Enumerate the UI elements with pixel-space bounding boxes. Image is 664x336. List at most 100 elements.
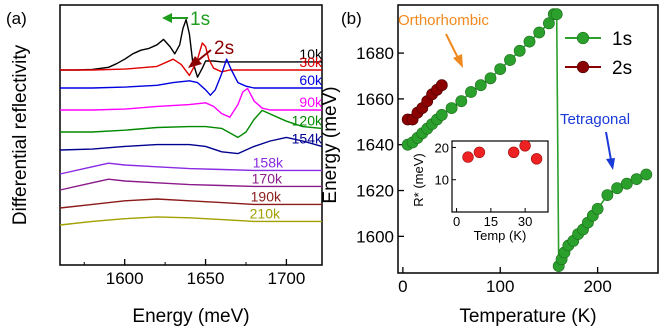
inset-x-tick-label-15: 15 (484, 214, 498, 229)
panel-b-y-tick-label-1640: 1640 (356, 136, 394, 155)
point-1s (474, 79, 487, 92)
inset-point (462, 151, 474, 163)
panel-a-y-axis-title: Differential reflectivity (10, 44, 31, 225)
inset-point (530, 153, 543, 165)
inset-points (462, 140, 543, 165)
panel-b-y-tick-label-1620: 1620 (356, 182, 394, 201)
point-1s (550, 8, 563, 21)
point-1s (630, 173, 643, 185)
legend-item-1s: 1s (565, 29, 632, 50)
series-label-90k: 90k (299, 94, 323, 110)
arrow-2s-head (188, 56, 202, 68)
series-label-210k: 210k (250, 205, 281, 221)
inset-x-tick-label-0: 0 (453, 214, 460, 229)
legend-1s-label: 1s (612, 29, 632, 50)
point-1s (620, 177, 633, 190)
point-1s (513, 44, 526, 57)
curve-30k (60, 42, 322, 77)
point-1s (640, 168, 653, 181)
panel-a-plot-frame (59, 4, 323, 266)
annotation-1s-label: 1s (190, 9, 210, 30)
annotation-2s-label: 2s (214, 38, 234, 59)
curve-158k (59, 162, 322, 175)
panel-b-label: (b) (341, 9, 362, 28)
point-1s (435, 109, 448, 121)
panel-b-plot-frame (397, 4, 659, 274)
point-1s (494, 63, 507, 75)
inset-plot: 0 15 30 10 20 Temp (K) R* (meV) (411, 140, 549, 243)
panel-b-x-tick-label-100: 100 (486, 277, 514, 296)
annotation-2s: 2s (188, 38, 234, 68)
legend-item-2s: 2s (565, 58, 632, 79)
point-1s (523, 35, 536, 48)
legend-2s-marker (576, 60, 590, 74)
series-label-120k: 120k (292, 112, 323, 128)
orthorhombic-arrow-shaft (445, 33, 459, 59)
legend-1s-marker (576, 31, 590, 45)
point-1s (601, 189, 614, 201)
panel-b-legend: 1s 2s (565, 29, 632, 79)
series-label-158k: 158k (253, 154, 284, 170)
point-1s (543, 17, 555, 30)
arrow-1s-head (162, 13, 172, 23)
curve-120k (60, 109, 323, 139)
point-1s (455, 95, 468, 108)
panel-b-y-tick-label-1680: 1680 (356, 44, 394, 63)
tetragonal-arrow-head (606, 158, 615, 170)
series-label-10k: 10k (299, 46, 323, 62)
curve-90k (60, 87, 322, 118)
panel-a-x-tick-label-1700: 1700 (268, 269, 306, 288)
point-1s (465, 86, 477, 98)
curve-154k (59, 136, 323, 155)
inset-y-tick-label-20: 20 (435, 140, 449, 155)
inset-point (508, 146, 520, 159)
orthorhombic-arrow-head (453, 54, 463, 68)
point-2s (435, 79, 448, 92)
inset-y-tick-label-10: 10 (435, 173, 449, 188)
panel-a-x-axis-title: Energy (meV) (132, 306, 249, 327)
point-1s (591, 202, 604, 215)
panel-b-x-axis-title: Temperature (K) (459, 306, 596, 327)
inset-x-tick-label-30: 30 (518, 214, 532, 229)
annotation-1s: 1s (162, 9, 210, 30)
panel-b-y-axis-title: Energy (meV) (320, 86, 341, 203)
panel-b-y-tick-label-1660: 1660 (356, 90, 394, 109)
curve-10k (60, 18, 322, 78)
inset-point (519, 140, 531, 152)
series-label-170k: 170k (252, 170, 283, 186)
panel-a-x-tick-label-1600: 1600 (106, 269, 144, 288)
point-1s (611, 182, 623, 195)
point-1s (445, 102, 458, 114)
curve-210k (59, 216, 322, 226)
series-label-190k: 190k (251, 188, 282, 204)
legend-2s-label: 2s (612, 58, 632, 79)
inset-ticks: 0 15 30 10 20 (435, 140, 533, 229)
inset-point (473, 146, 486, 159)
tetragonal-label: Tetragonal (560, 111, 630, 128)
panel-b-x-tick-label-200: 200 (583, 277, 611, 296)
panel-b-y-tick-label-1600: 1600 (356, 227, 394, 246)
curve-60k (60, 58, 322, 96)
panel-a-label: (a) (6, 9, 27, 28)
series-label-60k: 60k (299, 72, 323, 88)
inset-x-axis-title: Temp (K) (474, 228, 527, 243)
panel-a-ticks: 1600 1650 1700 (83, 259, 306, 288)
panel-b-x-tick-label-0: 0 (398, 277, 407, 296)
annotation-orthorhombic: Orthorhombic (398, 12, 489, 68)
series-label-30k: 30k (299, 54, 323, 70)
orthorhombic-label: Orthorhombic (398, 12, 489, 29)
inset-y-axis-title: R* (meV) (411, 153, 426, 206)
curve-170k (59, 178, 322, 191)
point-1s (504, 54, 516, 66)
panel-a-x-tick-label-1650: 1650 (187, 269, 225, 288)
annotation-tetragonal: Tetragonal (560, 111, 630, 170)
panel-b-points (401, 8, 653, 272)
tetragonal-arrow-shaft (605, 131, 612, 161)
point-1s (533, 26, 546, 39)
